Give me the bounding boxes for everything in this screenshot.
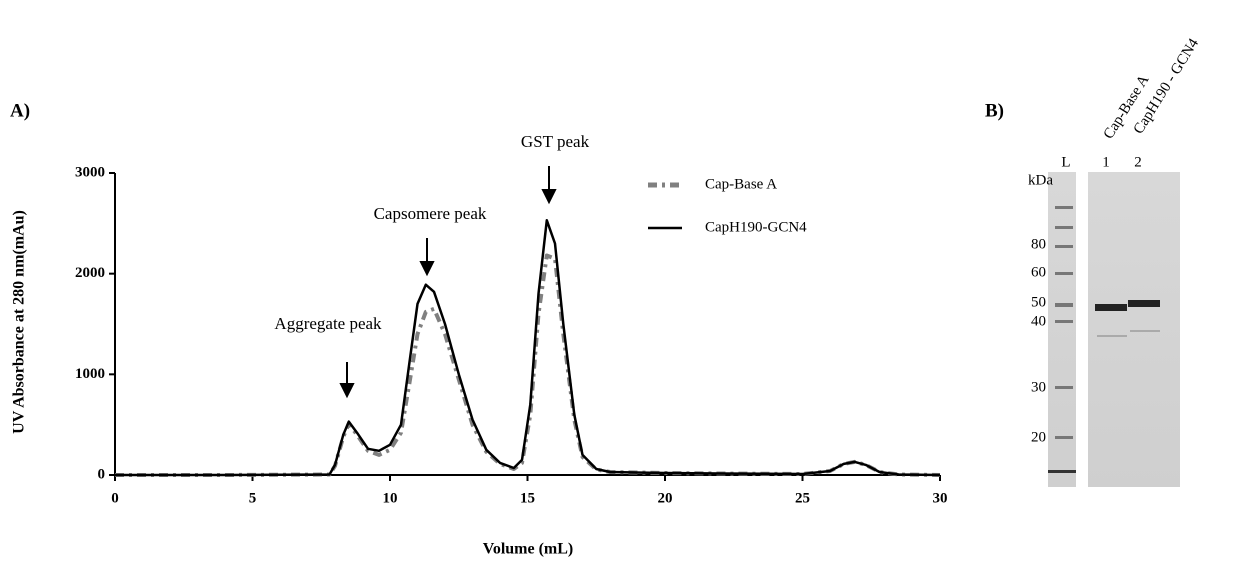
arrows xyxy=(341,166,555,396)
marker-label: 20 xyxy=(1031,429,1046,445)
series-line xyxy=(115,256,940,476)
lane-label: 2 xyxy=(1134,154,1142,170)
series-line xyxy=(115,220,940,475)
plot: 0 5 10 15 20 25 30 0 1000 2000 3000 Cap-Base A CapH1… xyxy=(75,164,948,506)
panel-label: B) xyxy=(985,100,1004,121)
gel-unit: kDa xyxy=(1028,172,1053,188)
y-tick-label: 3000 xyxy=(75,164,105,180)
x-tick-label: 5 xyxy=(249,490,257,506)
y-tick-label: 1000 xyxy=(75,366,105,382)
gel-lanes xyxy=(1088,172,1180,487)
panel-label: A) xyxy=(10,100,30,121)
x-tick-label: 30 xyxy=(933,490,948,506)
y-axis-label: UV Absorbance at 280 nm(mAu) xyxy=(11,210,28,434)
marker-labels: 80 60 50 40 30 20 xyxy=(1031,236,1046,445)
marker-label: 30 xyxy=(1031,379,1046,395)
legend-label: CapH190-GCN4 xyxy=(705,219,807,235)
annotation: Capsomere peak xyxy=(374,204,487,223)
gel-ladder xyxy=(1048,172,1076,487)
x-tick-label: 25 xyxy=(795,490,810,506)
annotation: Aggregate peak xyxy=(274,314,382,333)
legend-label: Cap-Base A xyxy=(705,176,777,192)
page: {"chart_data": {"type": "line", "panel_l… xyxy=(0,0,1245,562)
marker-label: 80 xyxy=(1031,236,1046,252)
x-tick-label: 10 xyxy=(383,490,398,506)
lane-label: 1 xyxy=(1102,154,1110,170)
x-tick-label: 20 xyxy=(658,490,673,506)
y-tick-label: 2000 xyxy=(75,265,105,281)
marker-label: 40 xyxy=(1031,313,1046,329)
annotation: GST peak xyxy=(521,132,590,151)
y-tick-label: 0 xyxy=(98,466,106,482)
x-tick-label: 15 xyxy=(520,490,535,506)
figure: A) Volume (mL) UV Absorbance at 280 nm(m… xyxy=(0,0,1245,562)
marker-label: 60 xyxy=(1031,264,1046,280)
marker-label: 50 xyxy=(1031,294,1046,310)
x-tick-label: 0 xyxy=(111,490,119,506)
lane-label: L xyxy=(1061,154,1070,170)
x-axis-label: Volume (mL) xyxy=(483,541,574,558)
